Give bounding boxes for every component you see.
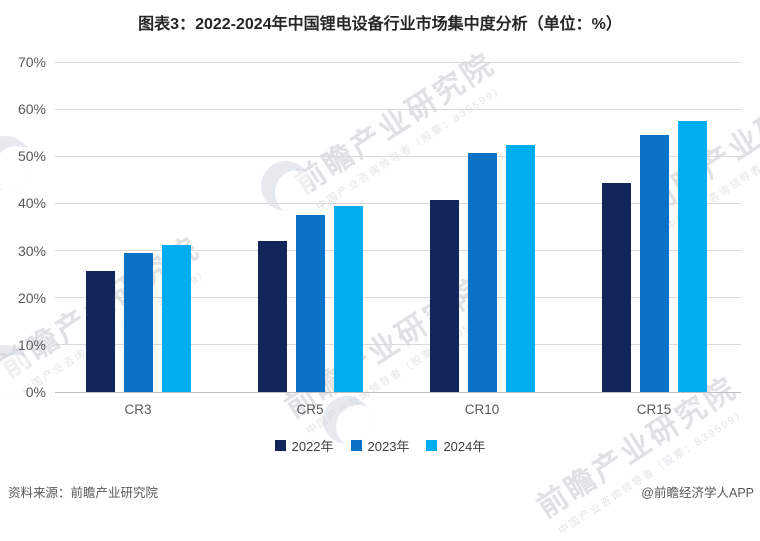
- plot-area: [55, 61, 741, 393]
- legend-label: 2023年: [367, 439, 410, 454]
- bar-cr3-2023年: [123, 252, 153, 392]
- x-tick-label-cr10: CR10: [464, 402, 500, 417]
- y-tick-label: 10%: [17, 336, 46, 353]
- bar-cr5-2024年: [333, 206, 363, 392]
- source-note: 资料来源：前瞻产业研究院: [8, 486, 159, 500]
- x-tick-label-cr3: CR3: [124, 402, 152, 417]
- y-tick-label: 50%: [17, 148, 46, 165]
- bar-cr10-2022年: [429, 200, 459, 392]
- bar-cr3-2024年: [161, 245, 191, 392]
- gridline-30%: [55, 250, 741, 252]
- bar-cr5-2023年: [295, 214, 325, 392]
- y-tick-label: 60%: [17, 101, 46, 118]
- gridline-40%: [55, 202, 741, 204]
- y-tick-label: 20%: [17, 289, 46, 306]
- chart-title: 图表3：2022-2024年中国锂电设备行业市场集中度分析（单位：%）: [138, 16, 622, 33]
- gridline-10%: [55, 344, 741, 346]
- x-tick-label-cr15: CR15: [636, 402, 672, 417]
- y-tick-label: 30%: [17, 242, 46, 259]
- bar-group-cr3: [85, 62, 191, 392]
- y-tick-label: 40%: [17, 195, 46, 212]
- credit-note: @前瞻经济学人APP: [641, 486, 754, 500]
- bar-cr15-2022年: [601, 182, 631, 392]
- legend-swatch-icon: [274, 440, 286, 451]
- legend-swatch-icon: [350, 440, 362, 451]
- bar-cr5-2022年: [257, 241, 287, 392]
- legend: 2022年 2023年 2024年: [0, 436, 760, 455]
- bar-cr15-2023年: [639, 134, 669, 392]
- bar-cr3-2022年: [85, 271, 115, 392]
- gridline-20%: [55, 297, 741, 299]
- legend-item-2024年: 2024年: [426, 436, 485, 455]
- chart-figure: 前瞻产业研究院中国产业咨询领导者（股票：839599）前瞻产业研究院中国产业咨询…: [0, 0, 760, 510]
- legend-item-2023年: 2023年: [350, 436, 410, 455]
- bar-group-cr10: [429, 62, 535, 392]
- bar-cr10-2023年: [467, 152, 497, 392]
- legend-swatch-icon: [426, 440, 438, 451]
- bar-group-cr5: [257, 62, 363, 392]
- bar-cr15-2024年: [677, 121, 707, 392]
- legend-item-2022年: 2022年: [274, 436, 334, 455]
- gridline-50%: [55, 155, 741, 157]
- legend-label: 2022年: [291, 439, 334, 454]
- y-tick-label: 70%: [17, 54, 46, 70]
- gridline-70%: [55, 61, 741, 63]
- bar-cr10-2024年: [505, 144, 535, 392]
- x-tick-label-cr5: CR5: [296, 402, 324, 417]
- bar-group-cr15: [601, 62, 707, 392]
- gridline-60%: [55, 108, 741, 110]
- y-tick-label: 0%: [25, 384, 46, 400]
- legend-label: 2024年: [443, 439, 486, 454]
- gridline-0%: [55, 391, 741, 393]
